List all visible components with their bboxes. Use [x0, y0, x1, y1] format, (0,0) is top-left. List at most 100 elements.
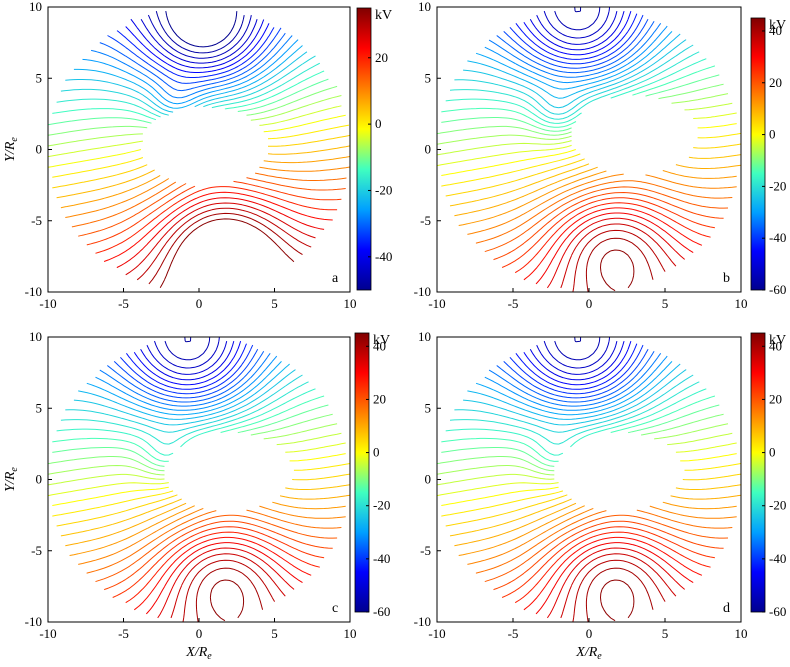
contour-line	[543, 337, 611, 369]
contour-line	[133, 536, 312, 611]
contour-line	[60, 484, 350, 537]
contour-line	[155, 10, 245, 54]
contour-line	[509, 344, 644, 395]
contour-line	[52, 395, 325, 462]
contour-line	[484, 355, 668, 411]
contour-line	[503, 348, 649, 399]
contour-line	[535, 542, 694, 615]
panel-a: -10 -5 0 5 10 10 5 0 -5 -10 a Y/Re kV 20 0 -20 -40	[3, 0, 392, 311]
contour-line	[103, 191, 333, 262]
contour-line	[69, 501, 346, 556]
contour-line	[48, 85, 338, 136]
contour-line	[449, 154, 741, 207]
x-axis-label: X/Re	[575, 645, 602, 662]
contour-line	[48, 423, 338, 476]
x-tick-label: 0	[196, 626, 203, 641]
colorbar-gradient	[354, 332, 370, 613]
contour-line	[467, 33, 681, 99]
contour-line	[116, 27, 275, 78]
contour-line	[170, 553, 286, 619]
contour-line	[503, 18, 649, 69]
contour-line	[496, 350, 655, 403]
y-tick-label: 5	[425, 400, 432, 415]
contour-line	[475, 361, 673, 416]
contour-line	[145, 542, 303, 615]
y-tick-label: -5	[420, 543, 431, 558]
contour-line	[600, 249, 635, 292]
contour-line	[48, 432, 342, 486]
contour-line	[437, 442, 737, 497]
colorbar-unit: kV	[769, 18, 786, 33]
contour-line	[509, 14, 644, 65]
contour-line	[73, 45, 303, 109]
contour-line	[157, 547, 295, 619]
contour-line	[73, 369, 296, 426]
panel-letter: a	[332, 271, 339, 286]
contour-line	[56, 473, 350, 527]
contour-line	[445, 473, 741, 527]
contour-line	[437, 83, 724, 136]
x-tick-label: -5	[118, 626, 129, 641]
contour-line	[136, 207, 312, 281]
y-tick-label: 5	[425, 70, 432, 85]
contour-line	[501, 197, 715, 268]
contour-line	[493, 192, 724, 261]
colorbar-tick-label: 40	[373, 338, 386, 353]
colorbar-tick-label: -20	[769, 498, 786, 513]
contour-line	[99, 32, 286, 92]
contour-line	[182, 559, 276, 622]
x-tick-label: 10	[344, 296, 357, 311]
x-tick-label: 5	[662, 296, 669, 311]
contour-line	[546, 217, 685, 289]
contour-line	[140, 18, 258, 64]
colorbar-tick-label: 40	[769, 338, 782, 353]
contour-line	[484, 25, 668, 84]
contour-line	[523, 340, 632, 386]
contour-line	[165, 11, 238, 48]
contour-line	[560, 553, 677, 619]
x-tick-label: -10	[428, 296, 445, 311]
colorbar-tick-label: 0	[769, 127, 776, 142]
contour-line	[52, 134, 350, 189]
contour-line	[125, 23, 270, 73]
contour-lines	[437, 7, 741, 292]
y-axis-label: Y/Re	[3, 467, 20, 492]
y-tick-label: -10	[25, 614, 42, 629]
colorbar-unit: kV	[769, 333, 786, 348]
contour-line	[535, 212, 694, 285]
contour-line	[154, 337, 220, 369]
colorbar-tick-label: 20	[375, 50, 388, 65]
contour-line	[454, 44, 694, 115]
contour-line	[467, 505, 737, 565]
contour-line	[449, 484, 741, 537]
contour-line	[65, 166, 350, 218]
contour-line	[56, 62, 321, 118]
contour-line	[572, 229, 666, 292]
contour-line	[585, 237, 654, 292]
x-tick-label: 10	[344, 626, 357, 641]
colorbar-unit: kV	[373, 333, 390, 348]
contour-line	[543, 7, 611, 39]
contour-line	[209, 579, 245, 622]
y-tick-label: 10	[418, 329, 431, 344]
contour-line	[454, 494, 741, 547]
contour-line	[515, 13, 638, 60]
contour-line	[52, 124, 350, 178]
contour-line	[86, 180, 342, 246]
contour-line	[86, 361, 282, 416]
colorbar-tick-label: -20	[769, 178, 786, 193]
contour-line	[99, 353, 271, 407]
contour-line	[514, 531, 711, 604]
contour-line	[48, 78, 329, 126]
x-tick-label: -10	[428, 626, 445, 641]
contour-line	[90, 35, 293, 99]
x-axis-label: X/Re	[185, 645, 212, 662]
contour-line	[159, 218, 295, 288]
contour-line	[103, 520, 333, 591]
y-tick-label: -10	[414, 284, 431, 299]
contour-line	[501, 526, 715, 598]
contour-line	[120, 344, 254, 395]
